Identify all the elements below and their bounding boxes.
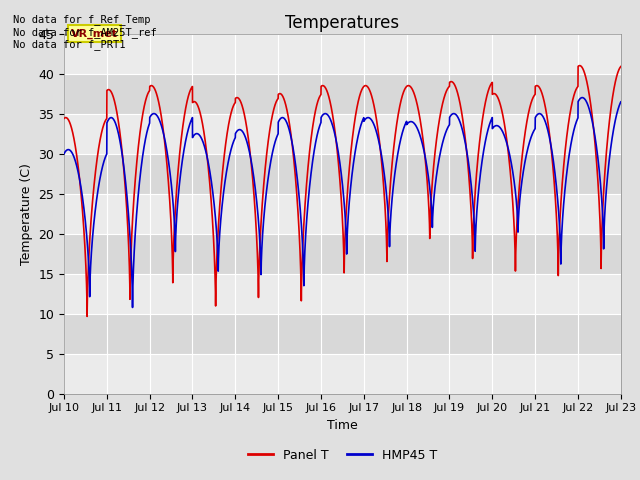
X-axis label: Time: Time bbox=[327, 419, 358, 432]
Bar bbox=[64, 73, 621, 114]
Bar bbox=[64, 354, 621, 394]
Bar bbox=[64, 313, 621, 354]
Y-axis label: Temperature (C): Temperature (C) bbox=[20, 163, 33, 264]
Bar bbox=[64, 114, 621, 154]
Bar bbox=[64, 193, 621, 234]
Title: Temperatures: Temperatures bbox=[285, 14, 399, 32]
Legend: Panel T, HMP45 T: Panel T, HMP45 T bbox=[243, 444, 442, 467]
Bar bbox=[64, 34, 621, 73]
Text: VR_met: VR_met bbox=[71, 28, 118, 39]
Text: No data for f_Ref_Temp
No data for f_AM25T_ref
No data for f_PRT1: No data for f_Ref_Temp No data for f_AM2… bbox=[13, 14, 157, 50]
Bar bbox=[64, 154, 621, 193]
Bar bbox=[64, 274, 621, 313]
Bar bbox=[64, 234, 621, 274]
